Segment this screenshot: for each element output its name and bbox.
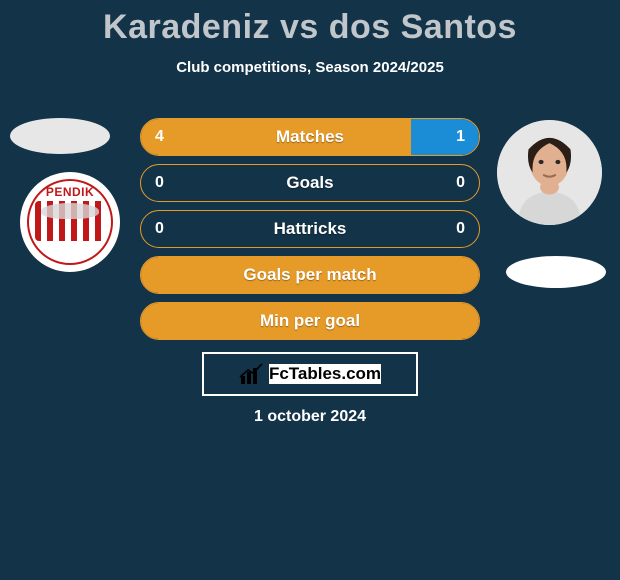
stat-bar: 00Goals — [140, 164, 480, 202]
stat-bar: Min per goal — [140, 302, 480, 340]
stat-label: Hattricks — [141, 211, 479, 247]
watermark-text: FcTables.com — [269, 364, 381, 384]
stat-bar: 41Matches — [140, 118, 480, 156]
watermark: FcTables.com — [202, 352, 418, 396]
stat-bar: 00Hattricks — [140, 210, 480, 248]
stat-label: Goals — [141, 165, 479, 201]
stat-row: Goals per match — [0, 256, 620, 294]
date-text: 1 october 2024 — [0, 408, 620, 426]
stat-label: Goals per match — [141, 257, 479, 293]
page-subtitle: Club competitions, Season 2024/2025 — [0, 59, 620, 76]
stats-area: 41Matches 00Goals 00Hattricks Goals per mat… — [0, 118, 620, 348]
stat-row: 00Goals — [0, 164, 620, 202]
page-title: Karadeniz vs dos Santos — [0, 0, 620, 47]
stat-row: 00Hattricks — [0, 210, 620, 248]
stat-row: Min per goal — [0, 302, 620, 340]
stat-bar: Goals per match — [140, 256, 480, 294]
stat-label: Min per goal — [141, 303, 479, 339]
bar-chart-icon — [239, 362, 263, 386]
stat-row: 41Matches — [0, 118, 620, 156]
stat-label: Matches — [141, 119, 479, 155]
